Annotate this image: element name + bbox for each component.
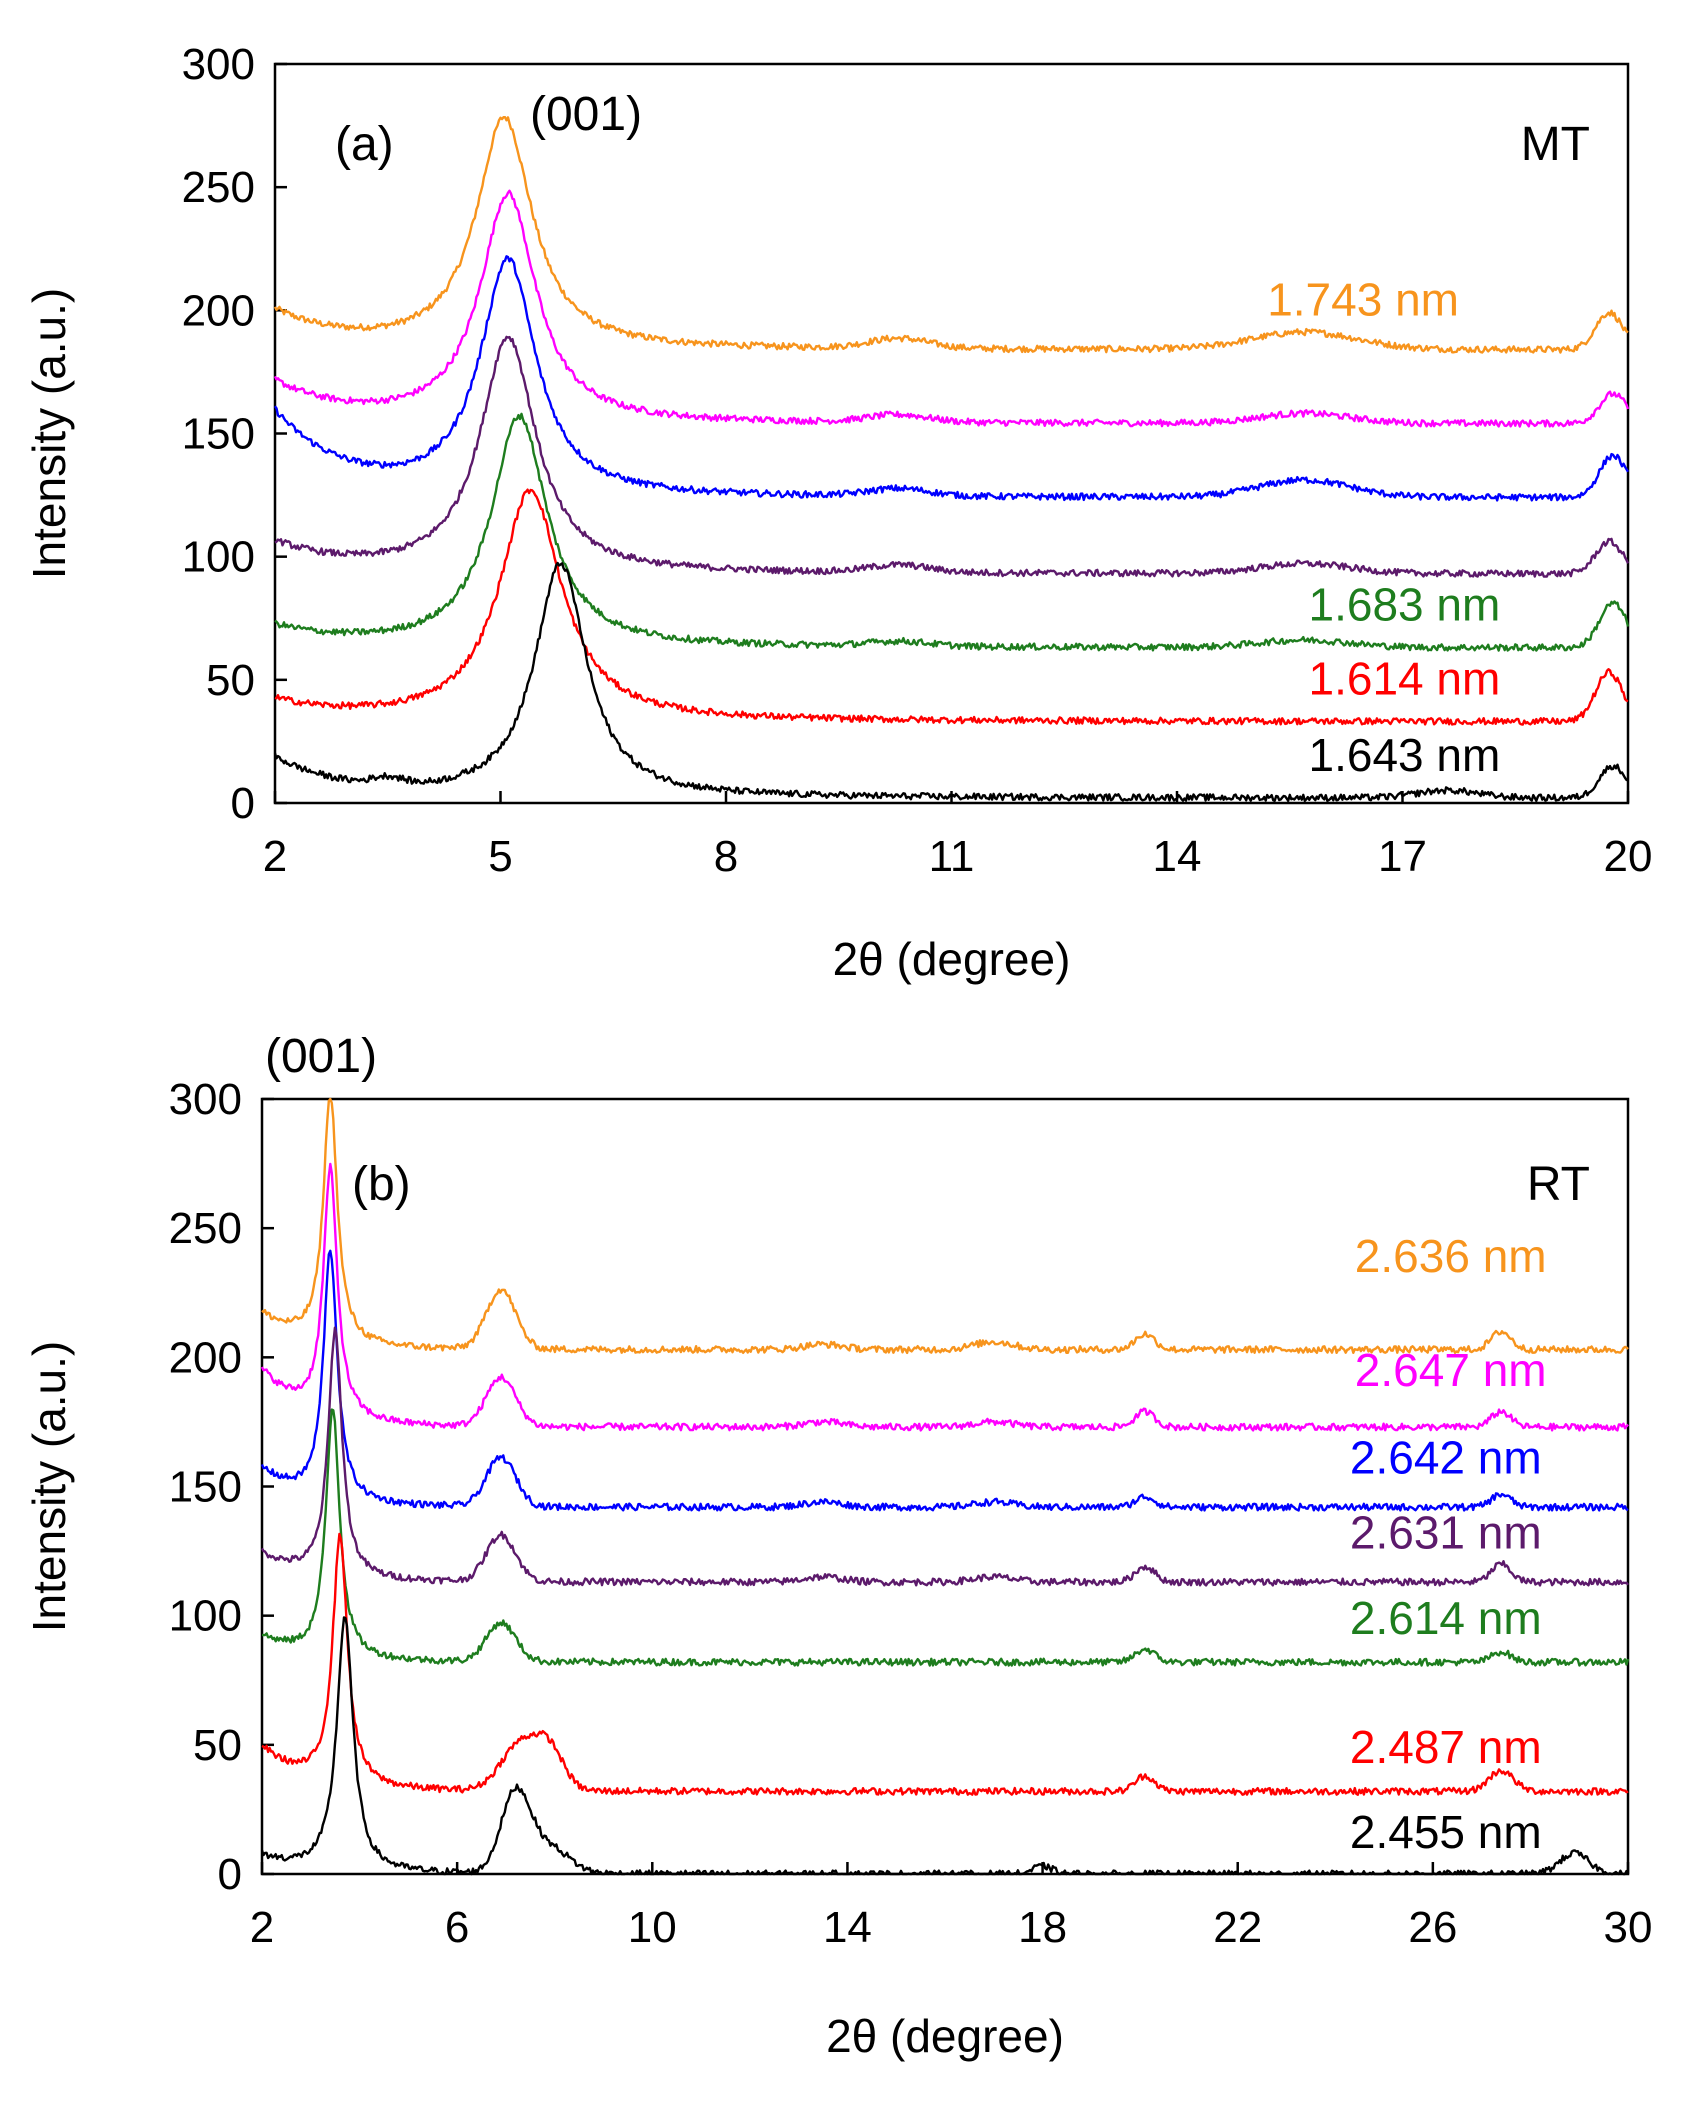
series-line [274, 255, 1630, 502]
x-tick-label: 14 [1153, 832, 1202, 881]
y-tick-label: 50 [206, 656, 255, 705]
panel-a-chart: 0 50 100 150 200 250 300 2 5 8 11 14 17 20 2θ (degree)… [23, 40, 1652, 985]
series-line [273, 561, 1629, 802]
y-axis-label: Intensity (a.u.) [23, 1341, 75, 1632]
series-label: 2.647 nm [1355, 1344, 1547, 1396]
series-line [273, 189, 1630, 428]
x-tick-label: 20 [1604, 832, 1653, 881]
series-line [260, 1616, 1630, 1876]
y-axis-label: Intensity (a.u.) [23, 288, 75, 579]
series-label: 2.487 nm [1350, 1721, 1542, 1773]
x-tick-label: 14 [823, 1903, 872, 1952]
y-tick-label: 0 [218, 1850, 242, 1899]
y-tick-label: 100 [169, 1592, 242, 1641]
x-tick-label: 6 [445, 1903, 469, 1952]
series-line [261, 1097, 1629, 1355]
peak-annotation: (001) [265, 1030, 377, 1083]
y-tick-label: 250 [169, 1204, 242, 1253]
series-label: 1.614 nm [1309, 653, 1501, 705]
series-label: 2.631 nm [1350, 1507, 1542, 1559]
series-line [261, 1532, 1629, 1796]
x-axis-label: 2θ (degree) [833, 933, 1071, 985]
y-tick-label: 0 [231, 779, 255, 828]
series-label: 1.683 nm [1309, 579, 1501, 631]
series-line [260, 1249, 1629, 1512]
y-tick-label: 50 [193, 1721, 242, 1770]
series-line [274, 412, 1630, 652]
x-tick-label: 2 [263, 832, 287, 881]
y-tick-label: 300 [182, 40, 255, 89]
y-tick-label: 150 [169, 1463, 242, 1512]
x-tick-label: 30 [1604, 1903, 1653, 1952]
y-tick-label: 200 [169, 1333, 242, 1382]
series-line [274, 488, 1629, 726]
x-tick-label: 26 [1408, 1903, 1457, 1952]
series-label: 2.614 nm [1350, 1592, 1542, 1644]
y-tick-label: 150 [182, 410, 255, 459]
y-tick-label: 200 [182, 286, 255, 335]
corner-label: RT [1527, 1158, 1590, 1211]
x-tick-label: 22 [1213, 1903, 1262, 1952]
x-tick-label: 2 [250, 1903, 274, 1952]
x-tick-label: 17 [1378, 832, 1427, 881]
series-label: 1.743 nm [1267, 273, 1459, 325]
x-tick-label: 5 [488, 832, 512, 881]
x-axis-label: 2θ (degree) [826, 2010, 1064, 2062]
series-label: 2.636 nm [1355, 1230, 1547, 1282]
series-label: 2.455 nm [1350, 1806, 1542, 1858]
series-line [260, 1162, 1629, 1432]
series-label: 1.643 nm [1309, 729, 1501, 781]
x-tick-label: 18 [1018, 1903, 1067, 1952]
series-label: 2.642 nm [1350, 1432, 1542, 1484]
series-line [273, 116, 1629, 354]
series-line [260, 1326, 1629, 1587]
y-tick-label: 250 [182, 163, 255, 212]
panel-label: (b) [352, 1158, 411, 1211]
peak-annotation: (001) [530, 88, 642, 141]
x-tick-label: 8 [714, 832, 738, 881]
series-line [261, 1408, 1630, 1667]
x-tick-label: 11 [929, 832, 975, 881]
x-tick-label: 10 [628, 1903, 677, 1952]
series-line [274, 335, 1630, 578]
y-tick-label: 100 [182, 533, 255, 582]
panel-label: (a) [335, 118, 394, 171]
corner-label: MT [1521, 118, 1590, 171]
y-tick-label: 300 [169, 1075, 242, 1124]
